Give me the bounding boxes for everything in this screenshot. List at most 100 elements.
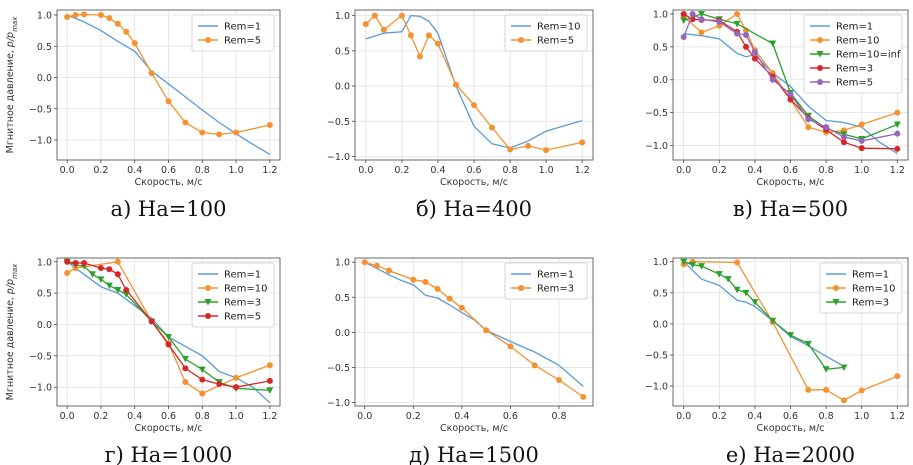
data-point: [769, 40, 777, 48]
panel-caption: в) Ha=500: [733, 197, 848, 221]
y-tick-label: −1.0: [327, 398, 350, 409]
data-point: [106, 266, 113, 273]
y-tick-label: 1.0: [653, 9, 668, 20]
data-point: [769, 76, 776, 83]
data-point: [715, 271, 723, 278]
data-point: [64, 270, 71, 277]
x-tick-label: 0.2: [712, 165, 727, 176]
data-point: [181, 355, 189, 363]
data-point: [751, 299, 759, 306]
y-tick-label: 0.5: [335, 293, 350, 304]
data-point: [742, 289, 750, 297]
data-point: [361, 259, 368, 266]
data-point: [182, 365, 189, 372]
x-tick-label: 1.0: [539, 165, 554, 176]
data-point: [543, 147, 550, 154]
legend-label: Rem=5: [836, 78, 873, 89]
data-point: [434, 285, 441, 292]
data-point: [266, 377, 273, 384]
legend-label: Rem=1: [836, 22, 873, 33]
legend-label: Rem=10: [836, 36, 880, 47]
legend: Rem=1 Rem=5: [191, 14, 275, 52]
data-point: [106, 15, 113, 22]
data-point: [452, 81, 459, 88]
data-point: [199, 390, 206, 397]
data-point: [742, 32, 749, 38]
data-point: [840, 139, 847, 146]
data-point: [131, 40, 138, 47]
data-point: [105, 282, 113, 290]
y-tick-label: −0.5: [29, 104, 52, 115]
data-point: [689, 10, 696, 17]
y-tick-label: 0.5: [37, 289, 52, 300]
data-point: [148, 70, 155, 77]
x-axis-label: Скорость, м/с: [440, 177, 508, 188]
series-rem-3: [680, 258, 848, 373]
data-point: [556, 377, 562, 384]
data-point: [114, 258, 121, 265]
data-point: [148, 318, 155, 325]
x-tick-label: 0.8: [503, 165, 518, 176]
series-rem-1: [364, 261, 584, 387]
data-point: [407, 32, 414, 39]
x-tick-label: 0.4: [127, 165, 142, 176]
y-tick-label: −0.5: [327, 117, 350, 128]
y-tick-label: 1.0: [37, 257, 52, 268]
data-point: [97, 265, 104, 272]
y-tick-label: −1.0: [29, 136, 52, 147]
data-point: [680, 10, 687, 17]
legend-box: [803, 14, 903, 94]
series-rem-3: [361, 259, 587, 400]
data-point: [114, 286, 122, 294]
data-point: [165, 334, 172, 341]
data-point: [362, 21, 369, 28]
data-point: [525, 142, 532, 149]
x-tick-label: 0.6: [161, 411, 176, 422]
data-point: [416, 53, 423, 60]
data-point: [386, 267, 392, 274]
y-axis-label: Мгнитное давление, p/pmax: [5, 16, 19, 154]
legend: Rem=1 Rem=3: [504, 262, 588, 300]
data-point: [373, 262, 380, 269]
data-point: [507, 146, 514, 153]
chart-panel-4: 0.0 0.2 0.4 0.6 0.81.00.50.0−0.5−1.0Rem=1Rem…: [327, 257, 594, 465]
data-point: [434, 40, 441, 47]
x-tick-label: 1.2: [890, 165, 905, 176]
y-tick-label: 0.0: [653, 75, 668, 86]
x-tick-label: 0.4: [454, 411, 469, 422]
series-rem-5: [64, 258, 273, 391]
data-point: [823, 386, 830, 393]
data-point: [840, 397, 847, 404]
data-point: [422, 278, 429, 285]
y-tick-label: −0.5: [327, 363, 350, 374]
legend-marker: [817, 37, 823, 43]
data-point: [734, 259, 741, 266]
data-point: [698, 16, 705, 23]
data-point: [72, 12, 79, 18]
plot-frame: [354, 257, 594, 407]
legend-label: Rem=1: [224, 22, 261, 33]
data-point: [216, 381, 223, 388]
data-point: [689, 261, 697, 269]
y-tick-label: 0.0: [653, 319, 668, 330]
legend-label: Rem=10: [537, 22, 581, 33]
data-point: [804, 340, 812, 348]
x-tick-label: 0.6: [783, 411, 798, 422]
legend-label: Rem=3: [224, 298, 261, 309]
data-point: [805, 386, 812, 393]
data-point: [698, 29, 705, 36]
data-point: [680, 33, 687, 40]
x-tick-label: 0.4: [747, 165, 762, 176]
data-point: [471, 102, 477, 109]
data-point: [822, 366, 830, 373]
x-tick-label: 1.2: [890, 411, 905, 422]
x-tick-label: 0.4: [430, 165, 445, 176]
data-point: [894, 145, 901, 152]
x-axis-label: Скорость, м/с: [756, 423, 824, 434]
x-axis-label: Скорость, м/с: [440, 423, 508, 434]
data-point: [165, 341, 172, 348]
plot-frame: [672, 257, 909, 407]
legend: Rem=1 Rem=10 Rem=3 Rem=5: [191, 262, 275, 328]
chart-panel-0: 0.0 0.2 0.4 0.6 0.8 1.0 1.2 1.0 0.5 0.0 −0.5 −1.0 Re…: [5, 9, 281, 221]
